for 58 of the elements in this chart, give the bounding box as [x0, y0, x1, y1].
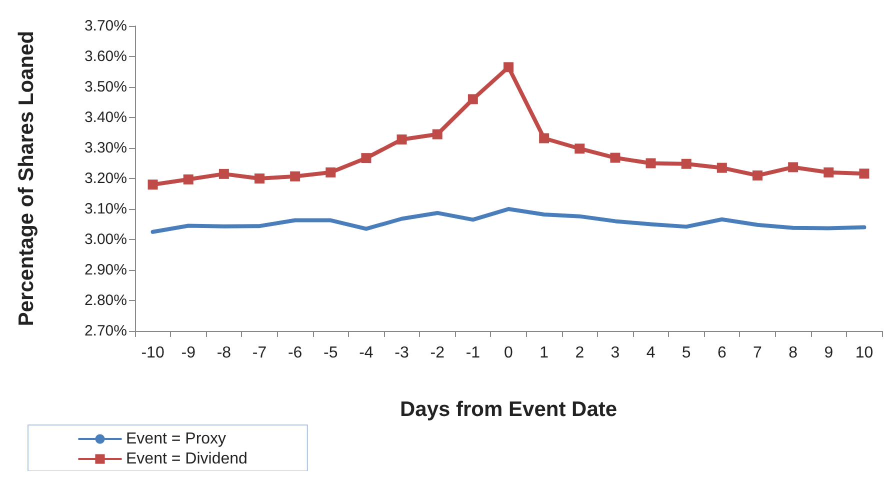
point — [610, 152, 620, 163]
y-tick-label: 2.90% — [84, 262, 127, 278]
point — [859, 168, 870, 179]
y-tick-label: 3.30% — [84, 140, 127, 156]
x-tick-label: 1 — [540, 344, 549, 362]
legend-label: Event = Proxy — [126, 430, 226, 448]
y-tick-label: 3.50% — [84, 78, 127, 96]
y-tick-label: 3.10% — [84, 200, 127, 218]
y-tick-label: 3.40% — [84, 109, 127, 126]
point — [539, 133, 550, 144]
x-tick-label: -8 — [216, 344, 232, 362]
x-tick-label: -5 — [324, 344, 338, 362]
x-tick-label: -2 — [430, 344, 445, 362]
x-tick-label: -6 — [288, 344, 302, 362]
point — [326, 167, 336, 178]
y-tick-label: 2.80% — [84, 292, 127, 309]
x-tick-label: 5 — [682, 344, 691, 362]
legend-label: Event = Dividend — [126, 450, 248, 468]
point — [574, 144, 585, 154]
y-tick-label: 3.00% — [84, 231, 127, 248]
point — [254, 174, 264, 184]
y-tick-label: 3.70% — [84, 18, 127, 34]
x-tick-label: -4 — [359, 344, 374, 362]
y-axis-title: Percentage of Shares Loaned — [15, 30, 38, 326]
x-tick-label: -9 — [181, 344, 196, 362]
x-tick-label: -1 — [466, 344, 480, 362]
y-tick-label: 2.70% — [84, 322, 127, 340]
x-tick-label: 10 — [855, 344, 874, 362]
point — [290, 171, 300, 182]
x-tick-label: 9 — [824, 344, 834, 362]
point — [468, 94, 478, 104]
x-tick-label: 0 — [504, 344, 514, 362]
x-tick-label: -10 — [141, 344, 164, 362]
x-tick-label: -7 — [252, 344, 267, 362]
y-tick-label: 3.20% — [84, 170, 127, 187]
x-axis-title: Days from Event Date — [400, 398, 618, 421]
point — [183, 174, 194, 184]
point — [361, 153, 372, 164]
point — [432, 129, 442, 140]
line-series — [150, 207, 866, 234]
x-tick-label: 8 — [788, 344, 798, 362]
point — [681, 158, 692, 169]
x-tick-label: 7 — [753, 344, 762, 362]
point — [752, 170, 762, 180]
point — [646, 158, 656, 168]
point — [504, 62, 514, 72]
x-tick-label: 2 — [575, 344, 584, 362]
point — [824, 167, 834, 178]
point — [716, 162, 727, 173]
point — [788, 162, 798, 172]
x-tick-label: 3 — [610, 344, 620, 362]
x-tick-label: 4 — [646, 344, 656, 362]
point — [218, 168, 229, 179]
point — [148, 180, 158, 190]
x-tick-label: -3 — [394, 344, 409, 362]
point — [396, 134, 407, 144]
x-tick-label: 6 — [717, 344, 726, 362]
y-tick-label: 3.60% — [84, 48, 127, 65]
